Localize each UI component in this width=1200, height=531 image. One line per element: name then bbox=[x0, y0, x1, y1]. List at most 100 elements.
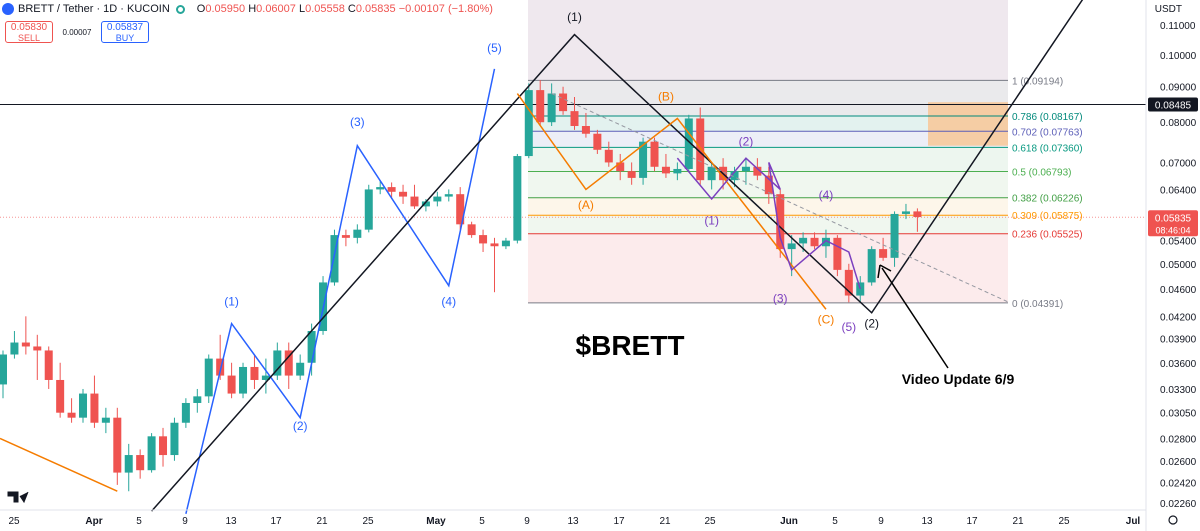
candle-body-77 bbox=[879, 249, 888, 258]
candle-body-61 bbox=[696, 118, 705, 181]
candle-body-29 bbox=[330, 235, 339, 283]
purple-wave-label-4: (4) bbox=[819, 188, 834, 202]
fib-label-5: 0.382 (0.06226) bbox=[1012, 194, 1083, 205]
fib-zone-top bbox=[528, 0, 1008, 81]
candle-body-67 bbox=[764, 175, 773, 195]
x-tick-label-16: 5 bbox=[832, 516, 838, 527]
annotation-arrow-line bbox=[881, 267, 949, 369]
candle-body-50 bbox=[570, 111, 579, 127]
x-tick-label-4: 13 bbox=[225, 516, 237, 527]
blue-wave-label-5: (5) bbox=[487, 41, 502, 55]
horizontal-line-price-text: 0.08485 bbox=[1155, 100, 1192, 111]
y-tick-label-9: 0.04600 bbox=[1160, 285, 1197, 296]
blue-wave-label-2: (2) bbox=[293, 419, 308, 433]
purple-wave-label-1: (1) bbox=[704, 213, 719, 227]
candle-body-20 bbox=[227, 375, 236, 394]
spread-value: 0.00007 bbox=[62, 27, 92, 37]
horizontal-line-price-tag bbox=[1148, 97, 1198, 112]
candle-body-76 bbox=[867, 249, 876, 283]
fib-label-3: 0.618 (0.07360) bbox=[1012, 143, 1083, 154]
y-tick-label-4: 0.07000 bbox=[1160, 158, 1197, 169]
candle-body-69 bbox=[787, 243, 796, 250]
blue-wave-label-3: (3) bbox=[350, 115, 365, 129]
x-tick-label-19: 17 bbox=[966, 516, 978, 527]
price-axis-bg bbox=[1146, 0, 1200, 531]
y-tick-label-2: 0.09000 bbox=[1160, 83, 1197, 94]
currency-label[interactable]: USDT bbox=[1154, 4, 1182, 15]
candle-body-34 bbox=[387, 187, 396, 192]
candle-body-43 bbox=[490, 243, 499, 247]
candle-body-4 bbox=[44, 350, 53, 380]
purple-wave-label-2: (2) bbox=[739, 135, 754, 149]
candle-body-66 bbox=[753, 166, 762, 176]
y-tick-label-7: 0.05400 bbox=[1160, 237, 1197, 248]
candle-body-25 bbox=[284, 350, 293, 376]
candle-body-2 bbox=[21, 342, 30, 347]
orange-wave-label-c: (C) bbox=[818, 313, 835, 327]
candle-body-40 bbox=[456, 194, 465, 225]
y-tick-label-3: 0.08000 bbox=[1160, 118, 1197, 129]
candle-body-44 bbox=[501, 240, 510, 247]
candle-body-3 bbox=[33, 346, 42, 351]
black-wave-label-2: (2) bbox=[864, 316, 879, 330]
orange-wave-label-a: (A) bbox=[578, 198, 594, 212]
y-tick-label-18: 0.02260 bbox=[1160, 499, 1197, 510]
orange-wave-label-b: (B) bbox=[658, 89, 674, 103]
x-tick-label-6: 21 bbox=[316, 516, 328, 527]
sell-button[interactable]: 0.05830 SELL bbox=[5, 21, 53, 43]
black-wave-line bbox=[151, 0, 1084, 512]
candle-body-42 bbox=[479, 235, 488, 244]
x-tick-label-10: 9 bbox=[524, 516, 530, 527]
candle-body-30 bbox=[341, 235, 350, 238]
y-tick-label-14: 0.03050 bbox=[1160, 409, 1197, 420]
candle-body-64 bbox=[730, 171, 739, 181]
candle-body-52 bbox=[593, 133, 602, 150]
candle-body-51 bbox=[581, 126, 590, 134]
candle-body-56 bbox=[639, 141, 648, 178]
buy-button[interactable]: 0.05837 BUY bbox=[101, 21, 149, 43]
x-tick-label-0: 25 bbox=[8, 516, 20, 527]
purple-wave-line bbox=[676, 157, 861, 290]
candle-body-72 bbox=[821, 237, 830, 247]
candle-body-35 bbox=[399, 191, 408, 197]
fib-label-6: 0.309 (0.05875) bbox=[1012, 211, 1083, 222]
candle-body-1 bbox=[10, 342, 19, 355]
fib-label-4: 0.5 (0.06793) bbox=[1012, 167, 1072, 178]
x-tick-label-15: Jun bbox=[780, 516, 798, 527]
candle-body-47 bbox=[536, 90, 545, 123]
fib-label-0: 1 (0.09194) bbox=[1012, 76, 1063, 87]
candle-body-53 bbox=[604, 149, 613, 163]
x-tick-label-8: May bbox=[426, 516, 446, 527]
x-tick-label-20: 21 bbox=[1012, 516, 1024, 527]
y-tick-label-1: 0.10000 bbox=[1160, 51, 1197, 62]
y-tick-label-0: 0.11000 bbox=[1160, 21, 1196, 32]
fib-zone-5 bbox=[528, 197, 1008, 216]
candle-body-19 bbox=[216, 358, 225, 376]
candle-body-75 bbox=[856, 282, 865, 296]
chart-title: $BRETT bbox=[576, 330, 685, 361]
candle-body-71 bbox=[810, 237, 819, 247]
x-tick-label-11: 13 bbox=[567, 516, 579, 527]
candle-body-41 bbox=[467, 224, 476, 236]
candle-body-32 bbox=[364, 189, 373, 230]
candle-body-8 bbox=[90, 393, 99, 423]
candle-body-68 bbox=[776, 194, 785, 250]
blue-wave-label-4: (4) bbox=[441, 295, 456, 309]
candle-body-13 bbox=[147, 436, 156, 471]
candle-body-54 bbox=[616, 162, 625, 172]
fib-zone-1 bbox=[528, 115, 1008, 132]
candle-body-74 bbox=[844, 269, 853, 296]
trade-panel: 0.05830 SELL 0.00007 0.05837 BUY bbox=[5, 21, 149, 43]
fib-label-8: 0 (0.04391) bbox=[1012, 299, 1063, 310]
candle-body-23 bbox=[261, 375, 270, 380]
x-tick-label-18: 13 bbox=[921, 516, 933, 527]
candle-body-6 bbox=[67, 412, 76, 418]
symbol-title[interactable]: BRETT / Tether · 1D · KUCOIN bbox=[18, 3, 170, 15]
purple-wave-label-3: (3) bbox=[773, 291, 788, 305]
annotation-arrow-head bbox=[877, 264, 892, 279]
candle-body-78 bbox=[890, 213, 899, 258]
candle-body-70 bbox=[799, 237, 808, 244]
black-wave-label-1: (1) bbox=[567, 10, 582, 24]
candle-body-10 bbox=[113, 417, 122, 473]
